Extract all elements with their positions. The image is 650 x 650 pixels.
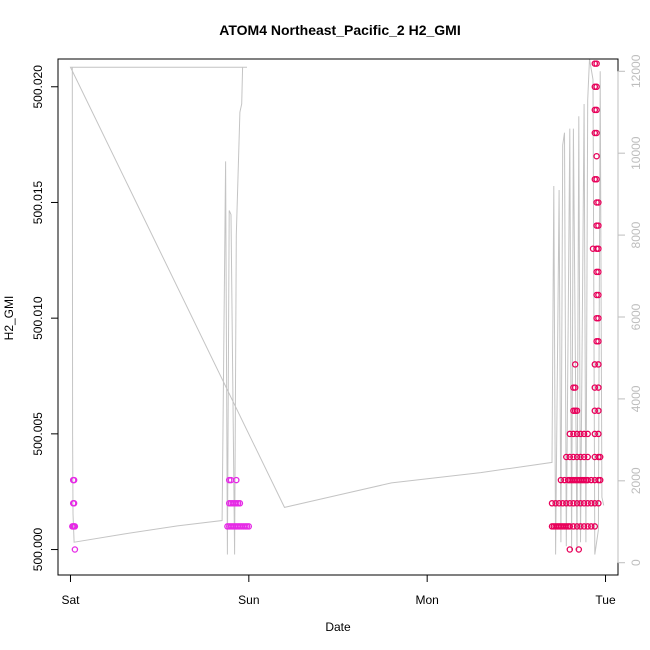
data-point-s2-25 [573,500,581,507]
y-tick-label-4: 500.020 [31,65,45,109]
data-point-s2-71 [591,407,599,414]
altitude-line-layer [69,58,605,555]
data-point-s2-26 [577,500,584,507]
data-point-s2-105 [593,60,600,67]
data-point-s0-3 [71,523,79,530]
data-point-s2-50 [563,453,570,461]
data-point-s2-90 [595,245,602,252]
data-point-s0-8 [71,546,79,553]
data-point-s2-59 [596,453,604,461]
data-point-s2-64 [580,430,588,438]
x-tick-label-2: Mon [416,593,439,607]
data-point-s2-29 [587,500,595,507]
y2-tick-label-6: 12000 [629,54,643,88]
data-point-s2-87 [595,268,602,276]
data-point-s2-10 [566,523,574,530]
data-point-s2-31 [595,500,602,507]
data-point-s2-30 [591,500,599,507]
data-point-s2-103 [593,83,600,91]
data-point-s1-12 [245,523,253,530]
data-point-s1-22 [233,476,240,484]
data-point-s1-19 [236,500,244,507]
x-tick-label-0: Sat [61,593,80,607]
y2-tick-label-3: 6000 [629,303,643,330]
data-point-s2-52 [570,453,577,461]
data-point-s2-72 [595,407,602,414]
data-point-s2-49 [596,476,604,484]
data-point-s2-92 [595,222,602,229]
data-point-s2-65 [584,430,591,438]
data-point-s2-15 [584,523,591,530]
data-point-s2-77 [571,361,579,368]
y-tick-label-0: 500.000 [31,527,45,571]
data-point-s2-20 [555,500,563,507]
data-point-s2-106 [566,546,574,553]
data-points-layer [69,60,604,553]
data-point-s2-54 [577,453,584,461]
data-point-s2-18 [548,500,556,507]
data-point-s2-107 [575,546,583,553]
data-point-s2-53 [573,453,581,461]
data-point-s2-60 [566,430,574,438]
data-point-s2-23 [566,500,574,507]
y2-tick-label-2: 4000 [629,385,643,412]
data-point-s2-76 [595,384,602,391]
data-point-s2-24 [570,500,577,507]
data-point-s2-12 [573,523,581,530]
data-point-s2-70 [573,407,581,414]
data-point-s2-81 [595,338,602,345]
data-point-s2-67 [595,430,602,438]
y-tick-label-3: 500.015 [31,180,45,224]
data-point-s2-13 [577,523,584,530]
x-tick-label-3: Tue [595,593,616,607]
data-point-s2-99 [593,129,600,137]
y2-tick-label-0: 0 [629,559,643,566]
data-point-s2-61 [570,430,577,438]
data-point-s2-14 [580,523,588,530]
data-point-s2-78 [591,361,599,368]
data-point-s2-51 [566,453,574,461]
y-tick-label-2: 500.010 [31,296,45,340]
data-point-s2-101 [593,106,600,114]
data-point-s2-32 [557,476,565,484]
data-point-s2-85 [595,291,602,299]
data-point-s2-94 [595,199,602,206]
data-point-s2-97 [593,152,600,160]
data-point-s2-55 [580,453,588,461]
y2-tick-label-4: 8000 [629,221,643,248]
y2-tick-label-5: 10000 [629,136,643,170]
data-point-s2-83 [595,314,602,322]
data-point-s2-79 [595,361,602,368]
data-point-s0-5 [70,500,78,507]
chart-title: ATOM4 Northeast_Pacific_2 H2_GMI [219,22,460,38]
data-point-s2-45 [584,476,591,484]
data-point-s2-27 [580,500,588,507]
y-axis-title: H2_GMI [2,296,16,341]
x-axis-title: Date [325,620,351,634]
data-point-s0-7 [70,476,78,484]
data-point-s2-19 [552,500,559,507]
data-point-s2-17 [591,523,599,530]
data-point-s2-11 [570,523,577,530]
data-point-s2-75 [591,384,599,391]
data-point-s2-66 [591,430,599,438]
data-point-s2-22 [563,500,570,507]
data-point-s2-63 [577,430,584,438]
data-point-s2-56 [584,453,591,461]
y2-tick-label-1: 2000 [629,467,643,494]
data-point-s2-96 [593,176,600,183]
x-tick-label-1: Sun [238,593,259,607]
data-point-s2-62 [573,430,581,438]
data-point-s2-74 [571,384,579,391]
data-point-s2-46 [587,476,595,484]
data-point-s2-28 [584,500,591,507]
axes-layer: Sat Sun Mon Tue 500.000 500.005 500.010 500.015… [31,54,643,607]
altitude-line [69,58,605,555]
data-point-s2-16 [587,523,595,530]
y-tick-label-1: 500.005 [31,412,45,456]
data-point-s2-21 [559,500,566,507]
